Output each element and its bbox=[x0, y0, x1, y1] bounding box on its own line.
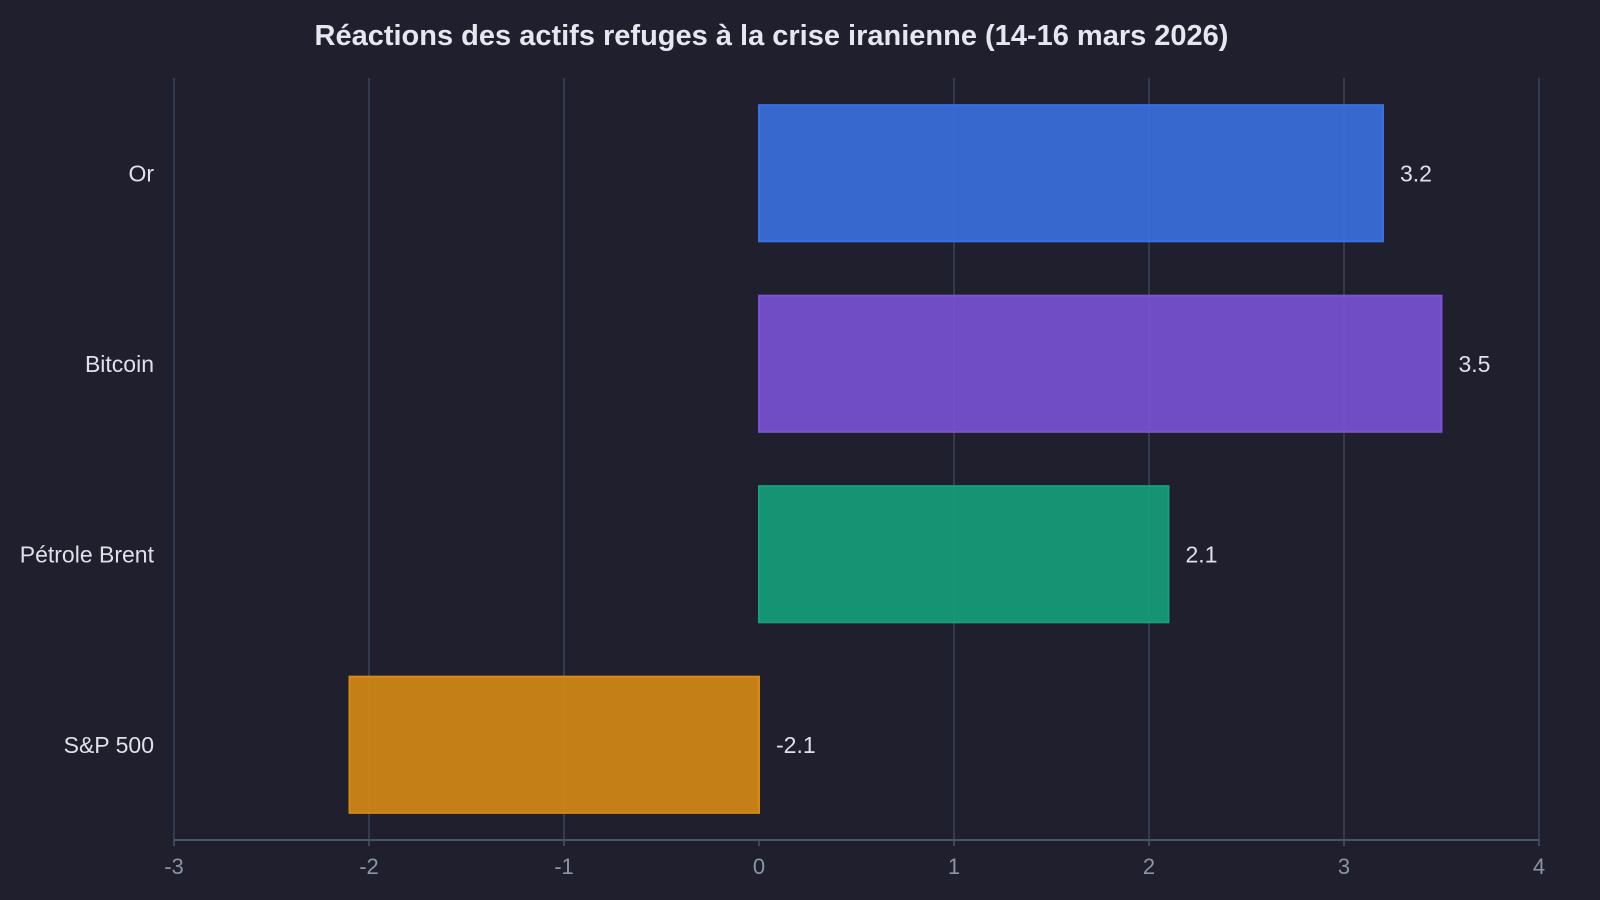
grid-layer bbox=[173, 78, 1540, 840]
chart-title: Réactions des actifs refuges à la crise … bbox=[314, 20, 1229, 52]
bar bbox=[758, 485, 1170, 624]
bar bbox=[348, 675, 760, 814]
category-label: Pétrole Brent bbox=[20, 541, 155, 567]
bar bbox=[758, 294, 1443, 433]
category-label: S&P 500 bbox=[64, 732, 154, 758]
x-tick-label: 0 bbox=[753, 854, 765, 879]
x-tick-label: 2 bbox=[1143, 854, 1155, 879]
x-tick-label: 4 bbox=[1533, 854, 1545, 879]
x-tick-label: -2 bbox=[359, 854, 379, 879]
value-label: 3.2 bbox=[1400, 160, 1432, 186]
axis-layer bbox=[173, 839, 1540, 846]
x-tick-label: 1 bbox=[948, 854, 960, 879]
x-tick-label: -1 bbox=[554, 854, 574, 879]
value-label: -2.1 bbox=[776, 732, 816, 758]
bar bbox=[758, 104, 1384, 243]
value-label: 3.5 bbox=[1459, 351, 1491, 377]
category-label: Bitcoin bbox=[85, 351, 154, 377]
value-label: 2.1 bbox=[1186, 541, 1218, 567]
category-label: Or bbox=[128, 160, 154, 186]
label-layer: -3 -2 -1 0 1 2 3 4 Or 3.2 Bitcoin 3.5 Pétrole Brent 2… bbox=[20, 160, 1545, 879]
x-tick-label: 3 bbox=[1338, 854, 1350, 879]
bar-layer bbox=[348, 104, 1443, 814]
x-tick-label: -3 bbox=[164, 854, 184, 879]
